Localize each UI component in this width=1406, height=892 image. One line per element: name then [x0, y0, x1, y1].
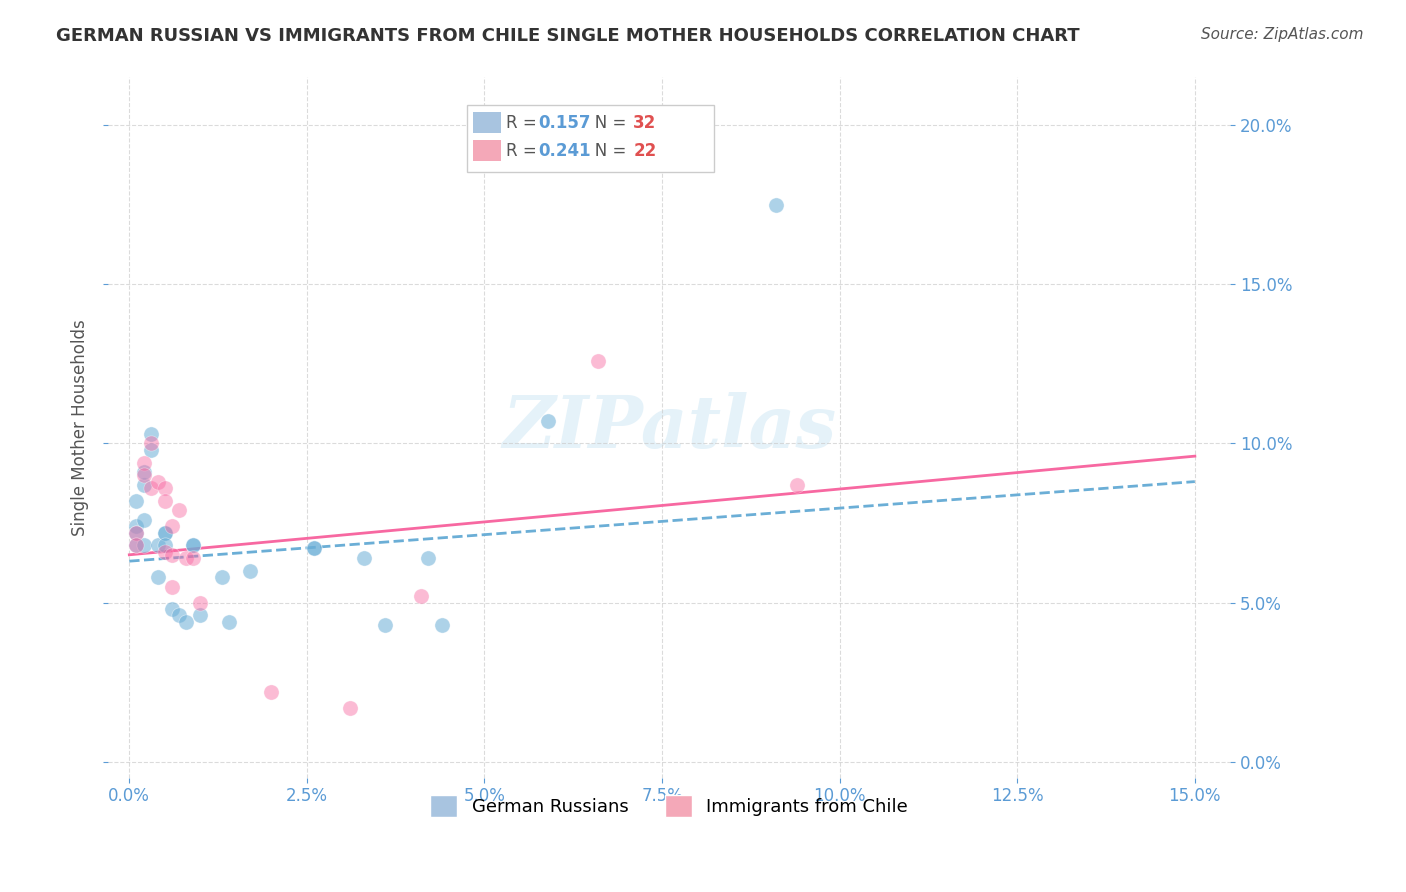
Point — [146, 570, 169, 584]
Text: ZIPatlas: ZIPatlas — [502, 392, 837, 463]
Point — [160, 519, 183, 533]
Text: 22: 22 — [633, 142, 657, 160]
Point — [132, 538, 155, 552]
Point — [125, 538, 148, 552]
Point — [146, 475, 169, 489]
Bar — [467, 105, 714, 172]
Text: R =: R = — [506, 114, 543, 132]
Point — [409, 589, 432, 603]
Text: N =: N = — [579, 142, 633, 160]
Point — [139, 426, 162, 441]
Point — [153, 544, 176, 558]
Point — [374, 617, 396, 632]
Point — [125, 538, 148, 552]
Point — [339, 700, 361, 714]
Point — [160, 602, 183, 616]
Point — [537, 414, 560, 428]
Point — [188, 608, 211, 623]
Point — [132, 465, 155, 479]
Point — [125, 525, 148, 540]
Point — [132, 468, 155, 483]
Point — [786, 477, 808, 491]
Text: 0.157: 0.157 — [538, 114, 591, 132]
Point — [239, 564, 262, 578]
Point — [132, 513, 155, 527]
Point — [218, 615, 240, 629]
Point — [153, 525, 176, 540]
Point — [174, 615, 197, 629]
Point — [260, 684, 283, 698]
Point — [586, 353, 609, 368]
Point — [153, 481, 176, 495]
Point — [188, 595, 211, 609]
Bar — [472, 140, 501, 161]
Point — [125, 493, 148, 508]
Point — [153, 538, 176, 552]
Point — [153, 493, 176, 508]
Point — [302, 541, 325, 556]
Point — [146, 538, 169, 552]
Point — [153, 525, 176, 540]
Y-axis label: Single Mother Households: Single Mother Households — [72, 319, 89, 536]
Text: R =: R = — [506, 142, 543, 160]
Point — [211, 570, 233, 584]
Text: N =: N = — [579, 114, 633, 132]
Point — [181, 538, 204, 552]
Point — [181, 551, 204, 566]
Point — [160, 548, 183, 562]
Point — [139, 442, 162, 457]
Point — [167, 503, 190, 517]
Point — [416, 551, 439, 566]
Point — [302, 541, 325, 556]
Point — [160, 580, 183, 594]
Point — [132, 456, 155, 470]
Point — [430, 617, 453, 632]
Point — [139, 436, 162, 450]
Point — [174, 551, 197, 566]
Point — [765, 198, 787, 212]
Point — [125, 525, 148, 540]
Point — [125, 519, 148, 533]
Text: 0.241: 0.241 — [538, 142, 591, 160]
Point — [139, 481, 162, 495]
Point — [353, 551, 375, 566]
Text: GERMAN RUSSIAN VS IMMIGRANTS FROM CHILE SINGLE MOTHER HOUSEHOLDS CORRELATION CHA: GERMAN RUSSIAN VS IMMIGRANTS FROM CHILE … — [56, 27, 1080, 45]
Point — [167, 608, 190, 623]
Legend: German Russians, Immigrants from Chile: German Russians, Immigrants from Chile — [423, 788, 915, 824]
Text: Source: ZipAtlas.com: Source: ZipAtlas.com — [1201, 27, 1364, 42]
Point — [181, 538, 204, 552]
Text: 32: 32 — [633, 114, 657, 132]
Bar — [472, 112, 501, 134]
Point — [132, 477, 155, 491]
